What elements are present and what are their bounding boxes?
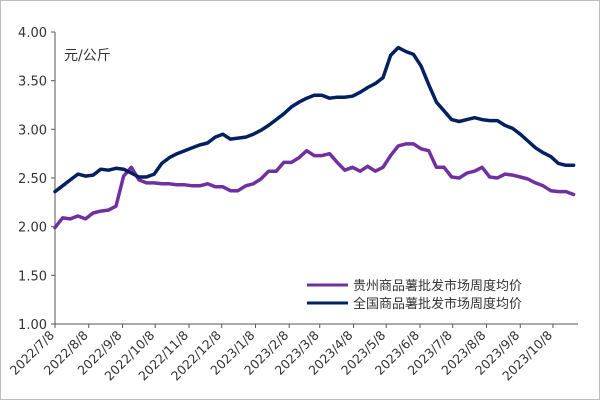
y-tick-label: 3.00 <box>18 123 47 138</box>
legend-label-guizhou: 贵州商品薯批发市场周度均价 <box>353 278 522 294</box>
y-axis: 1.00 1.50 2.00 2.50 3.00 3.50 4.00 <box>18 26 56 333</box>
y-tick-label: 1.00 <box>18 318 47 333</box>
y-tick-label: 3.50 <box>18 75 47 90</box>
y-tick-label: 2.50 <box>18 172 47 187</box>
legend-label-national: 全国商品薯批发市场周度均价 <box>353 296 522 312</box>
y-tick-label: 1.50 <box>18 269 47 284</box>
series-layer <box>53 45 576 230</box>
y-tick-label: 2.00 <box>18 221 47 236</box>
series-line-guizhou <box>53 142 576 230</box>
series-line-national <box>53 45 576 194</box>
legend: 贵州商品薯批发市场周度均价 全国商品薯批发市场周度均价 <box>307 278 522 312</box>
unit-label: 元/公斤 <box>64 48 111 64</box>
y-tick-label: 4.00 <box>18 26 47 41</box>
x-axis: 2022/7/82022/8/82022/9/82022/10/82022/11… <box>7 323 578 383</box>
